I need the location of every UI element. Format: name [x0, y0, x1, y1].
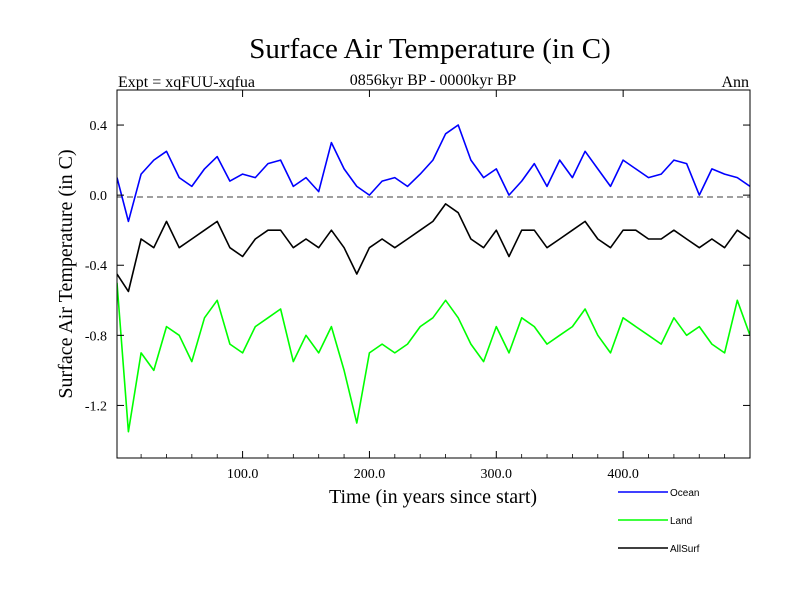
x-tick-label: 100.0	[227, 467, 259, 482]
x-tick-label: 400.0	[607, 467, 639, 482]
legend-label-land: Land	[670, 516, 692, 527]
y-tick-label: -0.8	[85, 329, 107, 344]
season-label: Ann	[721, 74, 749, 91]
x-tick-label: 300.0	[481, 467, 513, 482]
y-tick-label: -0.4	[85, 259, 107, 274]
axis-ticks: 100.0 200.0 300.0 400.0 0.4 0.0 -0.4 -0.8 -1.2	[85, 90, 750, 482]
x-tick-label: 200.0	[354, 467, 386, 482]
legend: Ocean Land AllSurf	[618, 488, 700, 555]
y-tick-label: -1.2	[85, 399, 107, 414]
series-line-ocean	[117, 124, 750, 223]
series-layer	[117, 124, 750, 433]
series-line-allsurf	[117, 203, 750, 293]
y-tick-label: 0.0	[90, 189, 108, 204]
chart-title: Surface Air Temperature (in C)	[249, 33, 610, 65]
series-line-land	[117, 282, 750, 433]
time-range-label: 0856kyr BP - 0000kyr BP	[350, 72, 517, 89]
legend-label-allsurf: AllSurf	[670, 544, 700, 555]
plot-frame	[116, 89, 751, 459]
y-tick-label: 0.4	[90, 119, 108, 134]
y-axis-label: Surface Air Temperature (in C)	[55, 149, 77, 398]
experiment-label: Expt = xqFUU-xqfua	[118, 74, 255, 91]
x-axis-label: Time (in years since start)	[329, 486, 537, 508]
legend-label-ocean: Ocean	[670, 488, 699, 499]
